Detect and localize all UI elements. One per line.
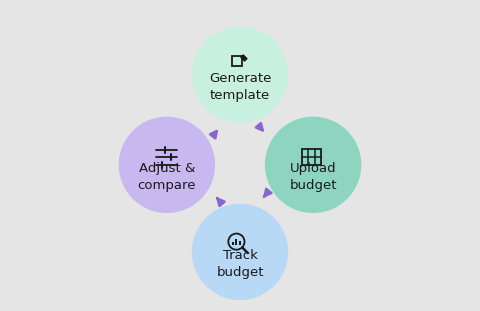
Bar — [239, 241, 240, 245]
Circle shape — [192, 26, 288, 123]
Bar — [232, 242, 234, 245]
Text: Track
budget: Track budget — [216, 249, 264, 279]
Polygon shape — [240, 54, 247, 61]
Bar — [235, 239, 238, 245]
FancyArrowPatch shape — [256, 123, 263, 130]
Circle shape — [119, 117, 215, 213]
FancyArrowPatch shape — [210, 131, 217, 138]
Text: Upload
budget: Upload budget — [289, 162, 337, 192]
FancyArrowPatch shape — [217, 198, 225, 206]
Text: Adjust &
compare: Adjust & compare — [138, 162, 196, 192]
Text: Generate
template: Generate template — [209, 72, 271, 102]
Bar — [302, 149, 321, 165]
FancyArrowPatch shape — [264, 189, 271, 197]
Circle shape — [265, 117, 361, 213]
Circle shape — [192, 204, 288, 300]
